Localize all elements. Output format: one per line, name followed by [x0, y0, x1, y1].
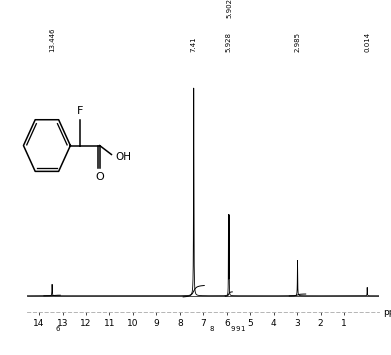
- Text: 13.446: 13.446: [49, 27, 55, 52]
- Text: 5.902: 5.902: [226, 0, 232, 18]
- Text: 7.41: 7.41: [191, 36, 197, 52]
- Text: 6: 6: [56, 327, 60, 333]
- Text: 9: 9: [235, 327, 240, 333]
- Text: OH: OH: [115, 153, 131, 163]
- Text: 8: 8: [209, 327, 214, 333]
- Text: 0.014: 0.014: [364, 32, 370, 52]
- Text: 5.928: 5.928: [226, 32, 231, 52]
- Text: 1: 1: [240, 327, 244, 333]
- Text: 9: 9: [230, 327, 235, 333]
- Text: F: F: [77, 106, 83, 116]
- Text: 2.985: 2.985: [294, 32, 301, 52]
- Text: ppm: ppm: [383, 308, 391, 317]
- Text: O: O: [95, 173, 104, 182]
